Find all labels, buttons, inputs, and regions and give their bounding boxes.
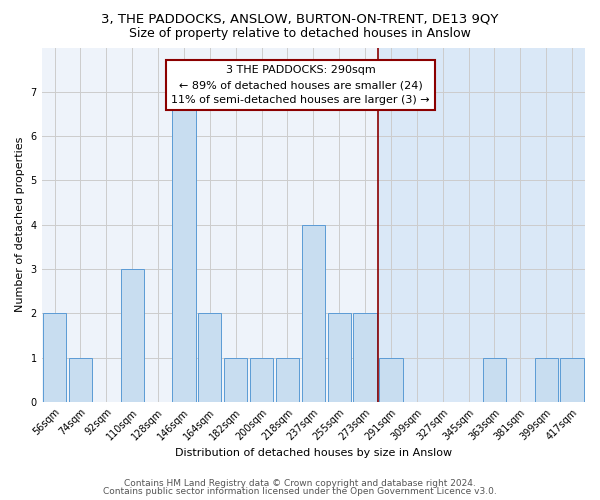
- Text: Size of property relative to detached houses in Anslow: Size of property relative to detached ho…: [129, 28, 471, 40]
- Bar: [43, 314, 66, 402]
- Bar: [560, 358, 584, 402]
- Bar: [69, 358, 92, 402]
- Bar: [379, 358, 403, 402]
- Bar: [302, 225, 325, 402]
- X-axis label: Distribution of detached houses by size in Anslow: Distribution of detached houses by size …: [175, 448, 452, 458]
- Bar: [328, 314, 351, 402]
- Y-axis label: Number of detached properties: Number of detached properties: [15, 137, 25, 312]
- Bar: [276, 358, 299, 402]
- Bar: [353, 314, 377, 402]
- Bar: [378, 48, 585, 402]
- Bar: [250, 358, 273, 402]
- Text: 3, THE PADDOCKS, ANSLOW, BURTON-ON-TRENT, DE13 9QY: 3, THE PADDOCKS, ANSLOW, BURTON-ON-TRENT…: [101, 12, 499, 26]
- Bar: [224, 358, 247, 402]
- Text: Contains public sector information licensed under the Open Government Licence v3: Contains public sector information licen…: [103, 487, 497, 496]
- Bar: [483, 358, 506, 402]
- Text: 3 THE PADDOCKS: 290sqm
← 89% of detached houses are smaller (24)
11% of semi-det: 3 THE PADDOCKS: 290sqm ← 89% of detached…: [171, 65, 430, 105]
- Text: Contains HM Land Registry data © Crown copyright and database right 2024.: Contains HM Land Registry data © Crown c…: [124, 478, 476, 488]
- Bar: [121, 269, 144, 402]
- Bar: [172, 92, 196, 402]
- Bar: [535, 358, 558, 402]
- Bar: [198, 314, 221, 402]
